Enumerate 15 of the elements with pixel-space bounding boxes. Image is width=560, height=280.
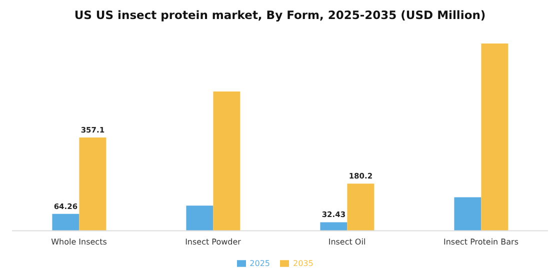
chart-title: US US insect protein market, By Form, 2025-2035 (USD Million) [73,8,487,22]
x-tick-label: Whole Insects [51,237,107,246]
bar [186,206,214,231]
bar [52,214,80,231]
x-tick-label: Insect Protein Bars [443,237,519,246]
bar [481,43,508,231]
bar [213,92,240,231]
bar [320,222,348,231]
legend-label: 2035 [293,258,314,268]
bar [347,184,374,231]
bar [454,197,482,231]
x-tick-label: Insect Oil [328,237,366,246]
legend-label: 2025 [250,258,270,268]
bar [79,137,106,231]
x-tick-label: Insect Powder [185,237,242,246]
